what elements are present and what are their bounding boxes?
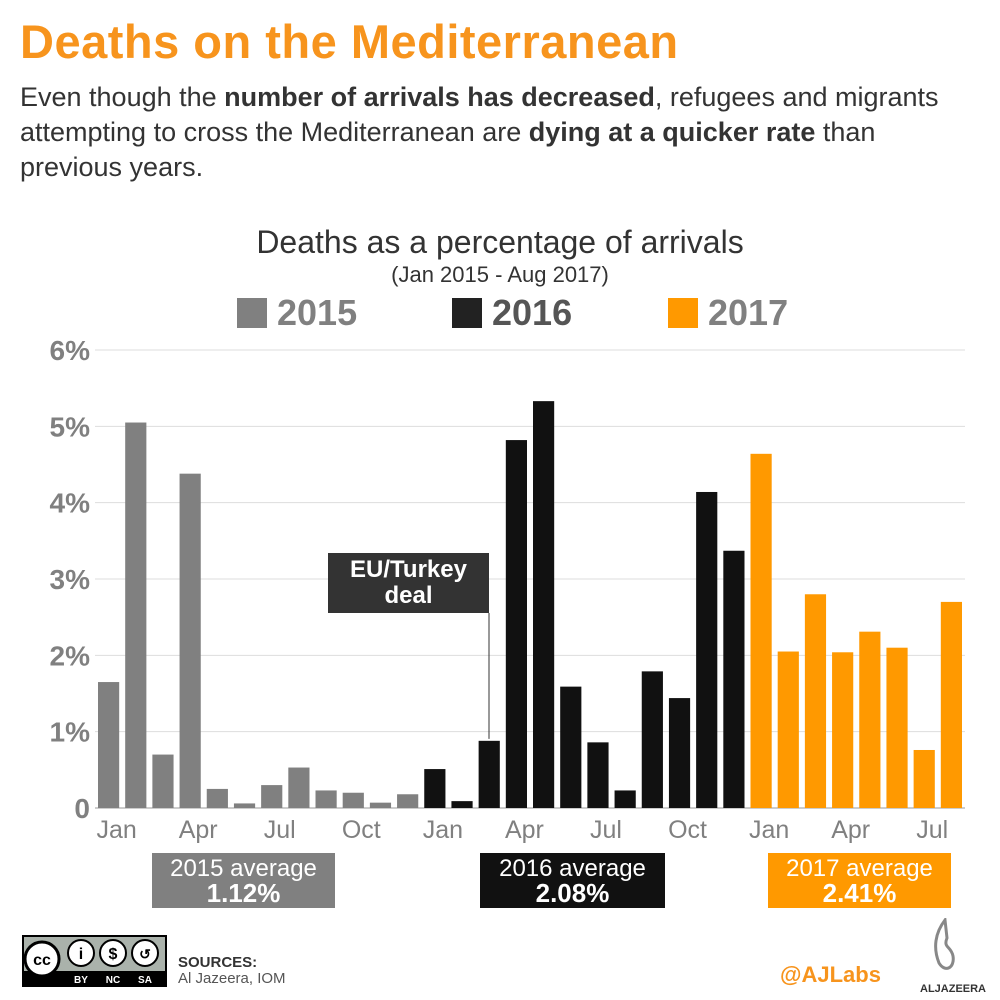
average-value: 2.08% [535,878,610,908]
bar [315,790,337,808]
bar [614,790,636,808]
bar [98,682,120,808]
x-tick-label: Apr [179,816,218,844]
annotation-text: EU/Turkey [350,556,467,583]
legend-2015: 2015 [237,292,357,334]
legend-swatch [668,298,698,328]
bar [342,792,364,808]
bar [206,788,228,808]
average-value: 2.41% [822,878,897,908]
bar [533,401,555,808]
y-tick-label: 3% [50,564,91,595]
legend-2016: 2016 [452,292,572,334]
x-tick-label: Jul [590,816,622,844]
bar [261,785,283,808]
average-label: 2016 average [499,855,646,882]
bar [397,794,419,808]
y-tick-label: 5% [50,411,91,442]
subtitle-part: than previous years. [20,117,876,182]
annotation-eu-turkey-deal: EU/Turkey deal [328,553,489,613]
subtitle-part: dying at a quicker rate [528,117,816,147]
average-label: 2015 average [170,855,317,882]
svg-text:SA: SA [138,975,152,986]
creative-commons-icon: cc i $ ↺ BY NC SA [22,935,167,987]
bar [505,440,527,808]
average-2016: 2016 average 2.08% [480,853,665,908]
bar [125,422,147,808]
x-tick-label: Jul [916,816,948,844]
bar [832,652,854,808]
bar [668,698,691,808]
svg-text:NC: NC [106,975,120,986]
bar [804,594,827,808]
aljazeera-logo-icon [934,918,955,970]
subtitle-part: number of arrivals has decreased [224,82,655,112]
bar [369,802,392,808]
bar [587,742,609,808]
legend-2017: 2017 [668,292,788,334]
subtitle-part: Even though the [20,82,225,112]
x-tick-label: Apr [505,816,544,844]
svg-text:i: i [79,946,83,963]
annotation-text: deal [384,582,433,609]
svg-text:$: $ [109,946,118,963]
bar [478,740,500,808]
aljazeera-brand: ALJAZEERA [920,983,987,995]
legend-label: 2017 [708,292,789,333]
y-tick-label: 6% [50,335,91,366]
x-tick-label: Jan [749,816,789,844]
bar [152,754,174,808]
legend-label: 2016 [492,292,573,333]
subtitle-part: , refugees and migrants attempting to cr… [20,82,939,147]
sources-label: SOURCES: [178,954,258,971]
average-label: 2017 average [786,855,933,882]
sources: SOURCES: Al Jazeera, IOM [178,955,286,987]
bar [696,491,718,808]
average-2015: 2015 average 1.12% [152,853,335,908]
chart-title: Deaths as a percentage of arrivals [256,224,744,260]
y-tick-label: 0 [74,793,90,824]
bar [288,767,310,808]
x-tick-label: Apr [831,816,870,844]
svg-text:↺: ↺ [139,946,151,962]
bar [233,803,256,808]
bar [886,647,908,808]
svg-text:BY: BY [74,975,88,986]
bar [641,671,663,808]
y-tick-label: 4% [50,488,91,519]
bar [750,453,772,808]
x-tick-label: Oct [668,816,707,844]
bar [560,686,582,808]
legend-swatch [452,298,482,328]
x-tick-label: Jan [423,816,463,844]
bar [424,769,446,808]
average-value: 1.12% [206,878,281,908]
legend-swatch [237,298,267,328]
legend-label: 2015 [277,292,358,333]
y-tick-label: 1% [50,717,91,748]
bar [723,550,745,808]
bar [451,801,473,808]
subtitle: Even though the number of arrivals has d… [20,80,970,185]
average-2017: 2017 average 2.41% [768,853,951,908]
bar [777,651,799,808]
page-title: Deaths on the Mediterranean [20,15,679,68]
bar [940,601,962,808]
bar [913,749,935,808]
svg-text:cc: cc [33,952,51,969]
chart-subtitle: (Jan 2015 - Aug 2017) [391,262,609,287]
sources-text: Al Jazeera, IOM [178,970,286,987]
y-tick-label: 2% [50,640,91,671]
ajlabs-handle: @AJLabs [780,962,881,987]
x-tick-label: Oct [342,816,381,844]
x-tick-label: Jan [96,816,136,844]
bar [179,473,201,808]
x-tick-label: Jul [264,816,296,844]
bar [859,631,881,808]
